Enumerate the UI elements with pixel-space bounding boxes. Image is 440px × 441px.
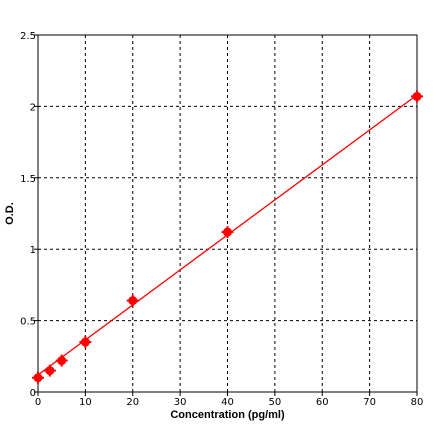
y-tick-label: 2.5 (20, 31, 36, 42)
x-tick-label: 10 (79, 397, 92, 408)
axis-ticks (34, 34, 418, 396)
x-tick-label: 60 (316, 397, 329, 408)
x-axis-label: Concentration (pg/ml) (170, 409, 285, 421)
plot-frame (37, 34, 418, 393)
y-tick-label: 1 (30, 245, 36, 256)
grid-lines (38, 35, 417, 392)
x-tick-label: 80 (411, 397, 424, 408)
y-tick-label: 0 (30, 388, 36, 399)
y-tick-labels: 0 0.5 1 1.5 2 2.5 (20, 31, 36, 399)
x-tick-label: 70 (363, 397, 376, 408)
x-tick-label: 40 (221, 397, 234, 408)
x-tick-label: 30 (174, 397, 187, 408)
y-tick-label: 0.5 (20, 317, 36, 328)
data-points (32, 90, 423, 384)
x-tick-labels: 0 10 20 30 40 50 60 70 80 (35, 397, 424, 408)
y-tick-label: 2 (30, 102, 36, 113)
y-axis-label: O.D. (4, 202, 16, 225)
x-tick-label: 20 (126, 397, 139, 408)
y-tick-label: 1.5 (20, 174, 36, 185)
x-tick-label: 50 (269, 397, 282, 408)
x-tick-label: 0 (35, 397, 41, 408)
